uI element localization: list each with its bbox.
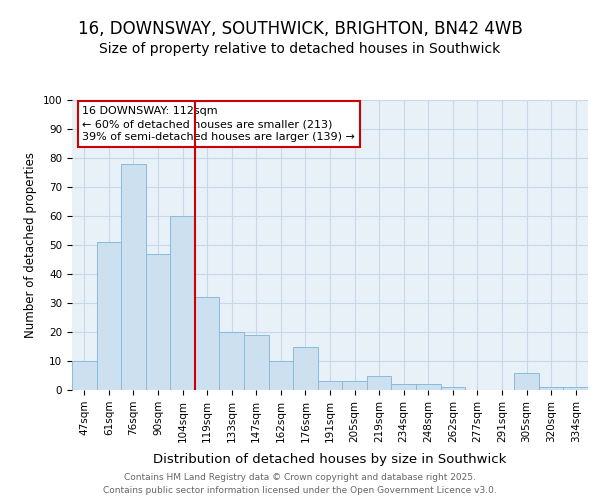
Text: Size of property relative to detached houses in Southwick: Size of property relative to detached ho… [100,42,500,56]
Bar [514,372,539,390]
Bar [293,346,318,390]
Bar [563,387,588,390]
Bar [318,382,342,390]
Bar [170,216,195,390]
Bar [72,361,97,390]
Bar [391,384,416,390]
Bar [416,384,440,390]
Text: 16 DOWNSWAY: 112sqm
← 60% of detached houses are smaller (213)
39% of semi-detac: 16 DOWNSWAY: 112sqm ← 60% of detached ho… [82,106,355,142]
Bar [146,254,170,390]
Bar [97,242,121,390]
Y-axis label: Number of detached properties: Number of detached properties [24,152,37,338]
Bar [269,361,293,390]
X-axis label: Distribution of detached houses by size in Southwick: Distribution of detached houses by size … [154,453,506,466]
Bar [342,382,367,390]
Text: 16, DOWNSWAY, SOUTHWICK, BRIGHTON, BN42 4WB: 16, DOWNSWAY, SOUTHWICK, BRIGHTON, BN42 … [77,20,523,38]
Bar [220,332,244,390]
Bar [440,387,465,390]
Bar [539,387,563,390]
Text: Contains HM Land Registry data © Crown copyright and database right 2025.
Contai: Contains HM Land Registry data © Crown c… [103,474,497,495]
Bar [195,297,220,390]
Bar [121,164,146,390]
Bar [367,376,391,390]
Bar [244,335,269,390]
